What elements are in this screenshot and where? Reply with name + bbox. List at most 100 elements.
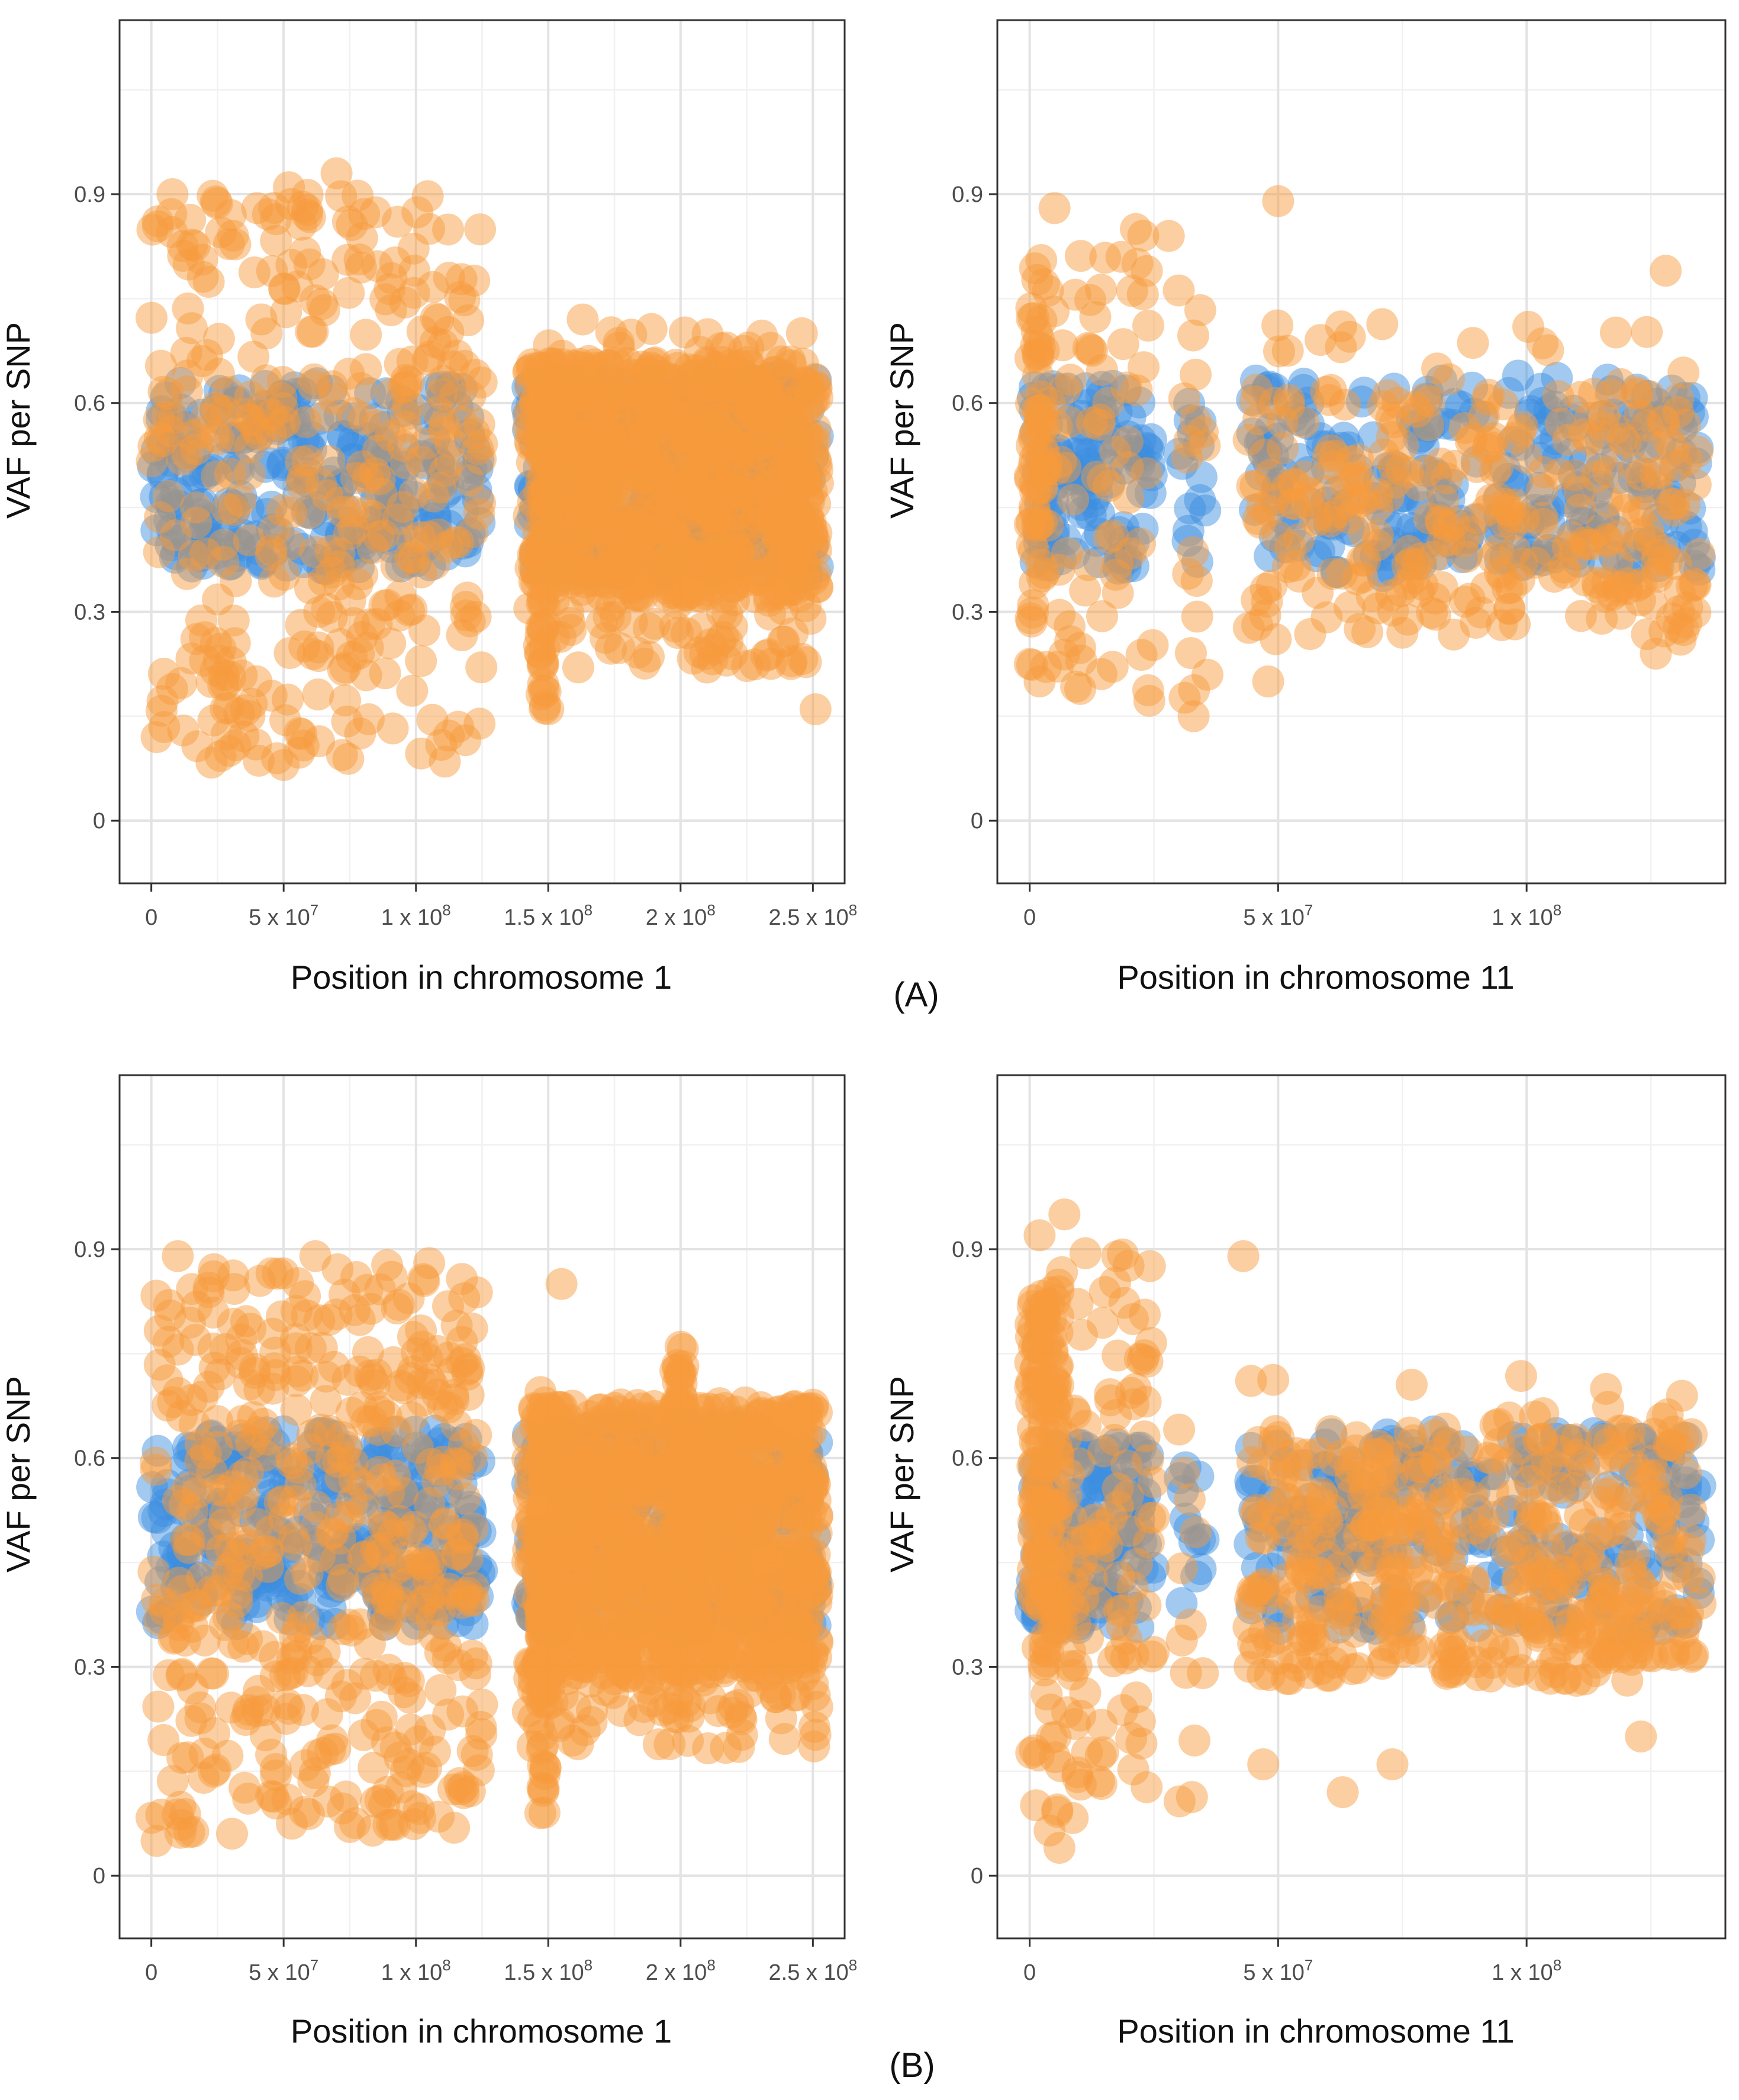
- data-point: [388, 451, 421, 483]
- data-point: [751, 501, 783, 533]
- data-point: [212, 487, 245, 520]
- data-point: [241, 421, 273, 454]
- y-tick-label: 0.3: [74, 600, 105, 625]
- data-point: [594, 415, 627, 448]
- data-point: [239, 520, 272, 552]
- data-point: [405, 440, 438, 472]
- data-point: [324, 520, 357, 553]
- data-point: [409, 530, 442, 562]
- data-point: [196, 1456, 228, 1488]
- data-point: [1189, 429, 1221, 462]
- data-point: [325, 1500, 358, 1533]
- data-point: [366, 426, 398, 459]
- data-point: [307, 258, 339, 291]
- data-point: [246, 401, 278, 433]
- data-point: [641, 366, 674, 398]
- data-point: [195, 523, 228, 555]
- data-point: [581, 381, 613, 414]
- data-point: [466, 427, 498, 460]
- data-point: [288, 424, 320, 456]
- data-point: [1242, 503, 1274, 535]
- data-point: [301, 544, 333, 576]
- data-point: [190, 503, 223, 535]
- data-point: [195, 1657, 227, 1690]
- data-point: [725, 436, 758, 468]
- data-point: [375, 262, 408, 294]
- data-point: [327, 420, 359, 452]
- x-axis-title: Position in chromosome 1: [291, 959, 672, 996]
- data-point: [452, 459, 485, 491]
- data-point: [715, 497, 748, 530]
- data-point: [326, 468, 358, 500]
- data-point: [1172, 558, 1205, 590]
- data-point: [1105, 240, 1138, 273]
- data-point: [630, 430, 663, 462]
- data-point: [157, 429, 189, 461]
- data-point: [420, 501, 452, 534]
- data-point: [704, 536, 736, 568]
- data-point: [569, 484, 602, 517]
- data-point: [315, 375, 347, 407]
- data-point: [227, 519, 259, 551]
- data-point: [611, 371, 643, 403]
- data-point: [181, 730, 214, 763]
- data-points: [136, 157, 834, 782]
- data-point: [571, 455, 603, 487]
- data-point: [185, 398, 217, 431]
- data-point: [270, 549, 303, 582]
- data-point: [152, 378, 185, 410]
- data-point: [1152, 220, 1185, 252]
- data-point: [633, 491, 665, 524]
- data-point: [572, 395, 605, 428]
- data-point: [389, 447, 422, 480]
- data-point: [191, 505, 223, 538]
- data-point: [146, 395, 178, 427]
- data-point: [1604, 368, 1637, 400]
- data-point: [154, 529, 187, 561]
- data-point: [456, 1312, 488, 1345]
- data-point: [227, 422, 259, 455]
- data-point: [361, 514, 394, 546]
- data-point: [180, 623, 212, 655]
- data-point: [1412, 409, 1445, 442]
- data-point: [437, 1773, 469, 1806]
- data-point: [142, 1690, 175, 1723]
- data-point: [682, 462, 714, 495]
- data-point: [595, 548, 628, 581]
- data-point: [265, 1300, 298, 1333]
- data-point: [282, 480, 315, 512]
- data-point: [364, 1784, 397, 1816]
- data-point: [147, 456, 179, 489]
- data-point: [183, 498, 216, 530]
- data-point: [1133, 684, 1165, 717]
- data-point: [1064, 632, 1096, 664]
- data-point: [1489, 487, 1521, 520]
- data-point: [762, 481, 795, 513]
- data-point: [438, 1812, 471, 1844]
- data-point: [1177, 700, 1210, 732]
- data-point: [362, 409, 394, 442]
- data-point: [166, 1658, 198, 1690]
- data-point: [389, 494, 422, 527]
- data-point: [677, 435, 709, 468]
- data-point: [273, 637, 306, 670]
- data-point: [463, 506, 496, 539]
- data-point: [1628, 495, 1660, 528]
- data-point: [641, 442, 674, 475]
- data-point: [302, 491, 335, 523]
- data-point: [215, 548, 247, 580]
- data-point: [716, 509, 748, 541]
- data-point: [209, 510, 241, 543]
- data-point: [447, 528, 479, 560]
- data-point: [608, 396, 640, 429]
- data-point: [1679, 596, 1712, 629]
- data-point: [301, 367, 333, 400]
- data-point: [419, 372, 452, 404]
- y-tick-label: 0.6: [74, 391, 105, 416]
- data-point: [635, 313, 668, 345]
- data-point: [273, 171, 305, 204]
- data-point: [398, 481, 431, 513]
- data-point: [232, 493, 265, 525]
- x-tick-label: 2.5 x 108: [769, 901, 858, 930]
- data-point: [423, 448, 455, 481]
